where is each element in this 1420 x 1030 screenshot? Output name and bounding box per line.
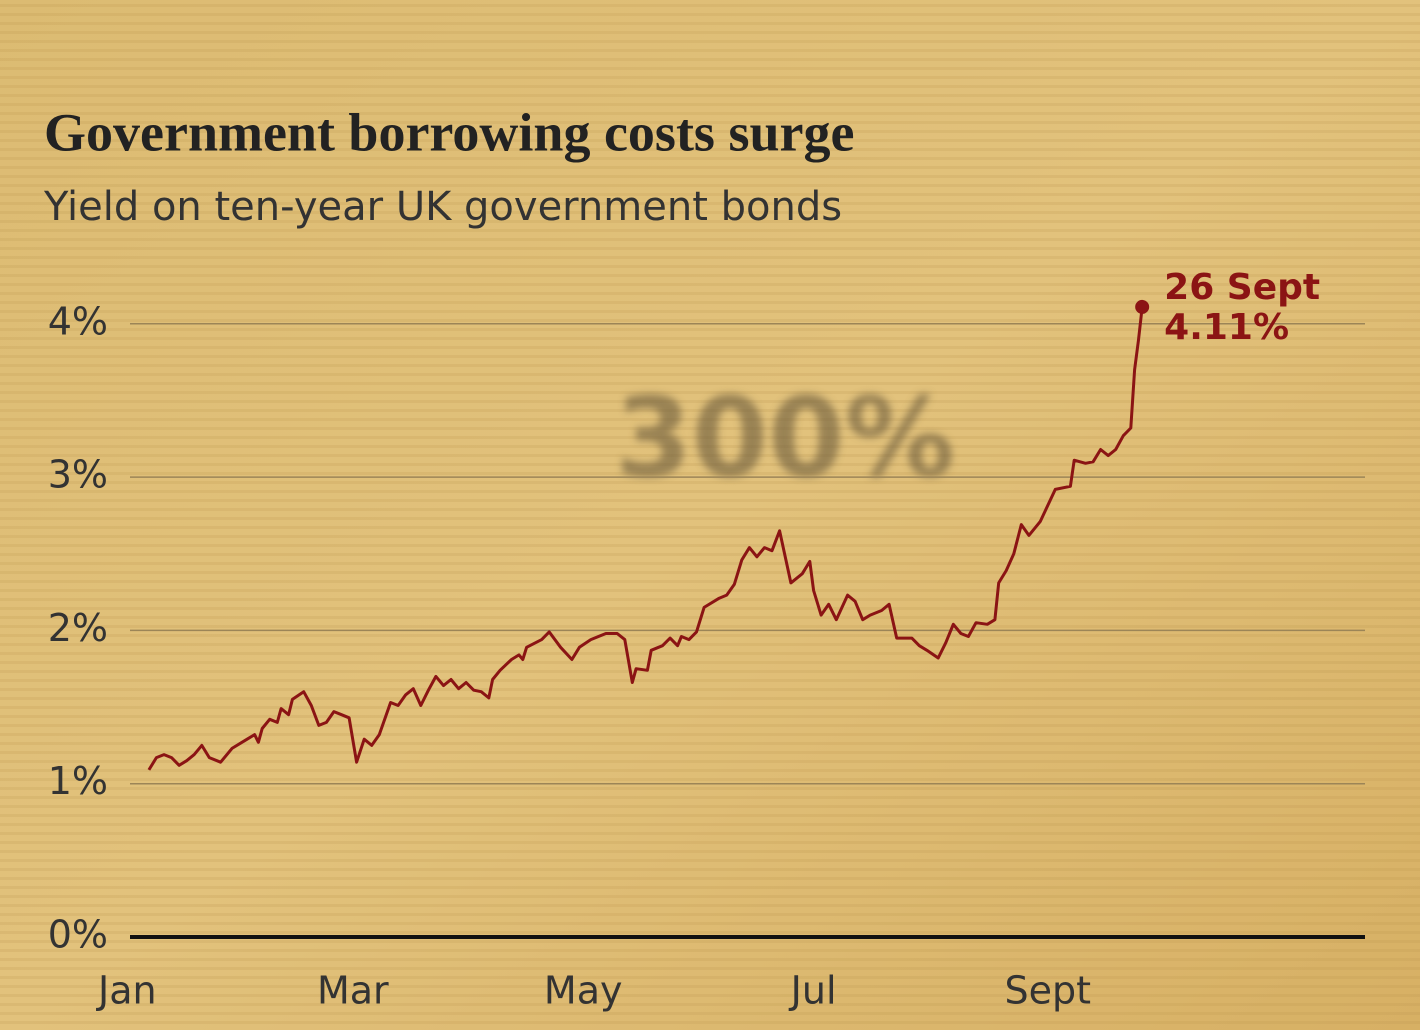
annotation-date: 26 Sept	[1164, 267, 1320, 308]
end-point	[1135, 299, 1150, 314]
y-tick-label: 0%	[48, 913, 108, 957]
x-tick-label: Jan	[96, 969, 157, 1013]
chart-title: Government borrowing costs surge	[44, 102, 854, 162]
annotation-value: 4.11%	[1164, 307, 1289, 348]
chart-subtitle: Yield on ten-year UK government bonds	[43, 184, 842, 230]
y-tick-label: 4%	[48, 299, 108, 343]
x-tick-label: May	[544, 969, 623, 1013]
line	[147, 306, 1144, 771]
y-tick-label: 1%	[48, 759, 108, 803]
x-tick-label: Mar	[317, 969, 389, 1013]
y-tick-label: 2%	[48, 606, 108, 650]
x-tick-label: Sept	[1004, 969, 1091, 1013]
x-tick-label: Jul	[789, 969, 837, 1013]
watermark: 300%	[615, 373, 955, 501]
y-tick-label: 3%	[48, 453, 108, 497]
